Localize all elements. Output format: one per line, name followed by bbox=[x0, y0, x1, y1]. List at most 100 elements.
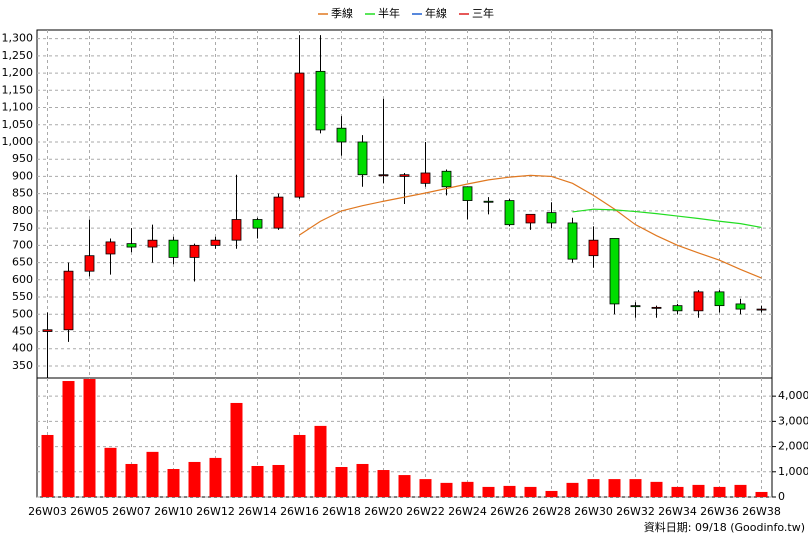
x-tick-label: 26W18 bbox=[322, 505, 361, 518]
y-tick-label: 400 bbox=[12, 342, 33, 355]
volume-bar bbox=[104, 447, 117, 497]
x-tick-label: 26W14 bbox=[238, 505, 277, 518]
volume-bar bbox=[398, 475, 411, 497]
x-tick-label: 26W36 bbox=[700, 505, 739, 518]
volume-bar bbox=[587, 479, 600, 497]
volume-bar bbox=[629, 479, 642, 497]
x-tick-label: 26W12 bbox=[196, 505, 235, 518]
x-tick-label: 26W38 bbox=[742, 505, 781, 518]
x-tick-label: 26W26 bbox=[490, 505, 529, 518]
y-tick-label: 1,050 bbox=[2, 118, 34, 131]
volume-bar bbox=[272, 464, 285, 497]
y-tick-label: 650 bbox=[12, 256, 33, 269]
volume-bar bbox=[293, 434, 306, 497]
candle-body bbox=[126, 243, 137, 248]
candle-body bbox=[189, 244, 200, 258]
volume-bar bbox=[167, 469, 180, 497]
legend-label: 三年 bbox=[472, 6, 494, 20]
candle-body bbox=[336, 127, 347, 143]
x-tick-label: 26W34 bbox=[658, 505, 697, 518]
volume-bar bbox=[335, 466, 348, 497]
candle-body bbox=[378, 174, 389, 177]
candle-body bbox=[357, 141, 368, 176]
candle-body bbox=[441, 170, 452, 188]
ma-line bbox=[572, 208, 762, 229]
y-tick-label: 1,150 bbox=[2, 83, 34, 96]
x-tick-label: 26W28 bbox=[532, 505, 571, 518]
volume-bar bbox=[608, 479, 621, 497]
candle-body bbox=[273, 196, 284, 229]
volume-bar bbox=[482, 486, 495, 497]
y-tick-label: 350 bbox=[12, 359, 33, 372]
candle-body bbox=[462, 186, 473, 201]
volume-bar bbox=[209, 457, 222, 497]
candle-body bbox=[525, 213, 536, 224]
y-tick-label: 1,100 bbox=[2, 101, 34, 114]
y2-tick-label: 0 bbox=[778, 490, 785, 503]
y2-tick-label: 1,000 bbox=[778, 465, 808, 478]
y-tick-label: 450 bbox=[12, 324, 33, 337]
volume-bar bbox=[419, 479, 432, 497]
volume-bar bbox=[188, 461, 201, 497]
candle-body bbox=[735, 303, 746, 310]
candle-body bbox=[105, 241, 116, 255]
volume-bar bbox=[314, 425, 327, 497]
x-tick-label: 26W30 bbox=[574, 505, 613, 518]
volume-bar bbox=[692, 484, 705, 497]
legend-label: 年線 bbox=[425, 6, 447, 20]
y-tick-label: 950 bbox=[12, 152, 33, 165]
candle-body bbox=[483, 200, 494, 203]
candle-body bbox=[630, 305, 641, 308]
candle-body bbox=[756, 308, 767, 311]
y-tick-label: 600 bbox=[12, 273, 33, 286]
y2-tick-label: 3,000 bbox=[778, 414, 808, 427]
volume-bar bbox=[125, 463, 138, 497]
candle-body bbox=[672, 305, 683, 312]
legend-label: 季線 bbox=[331, 6, 353, 20]
volume-bar bbox=[524, 486, 537, 497]
y-tick-label: 1,000 bbox=[2, 135, 34, 148]
x-tick-label: 26W10 bbox=[154, 505, 193, 518]
candle-body bbox=[609, 238, 620, 305]
legend-label: 半年 bbox=[378, 6, 400, 20]
y-tick-label: 1,300 bbox=[2, 32, 34, 45]
candle-body bbox=[420, 172, 431, 184]
candle-body bbox=[252, 219, 263, 229]
candle-body bbox=[63, 270, 74, 331]
x-tick-label: 26W05 bbox=[70, 505, 109, 518]
volume-bar bbox=[83, 379, 96, 497]
candle-body bbox=[294, 72, 305, 198]
x-tick-label: 26W32 bbox=[616, 505, 655, 518]
x-tick-label: 26W20 bbox=[364, 505, 403, 518]
candle-body bbox=[210, 239, 221, 246]
volume-bar bbox=[503, 485, 516, 497]
y-tick-label: 900 bbox=[12, 169, 33, 182]
candle-body bbox=[693, 291, 704, 312]
volume-bar bbox=[755, 491, 768, 497]
volume-bar bbox=[230, 402, 243, 497]
volume-bar bbox=[671, 486, 684, 497]
volume-bar bbox=[356, 463, 369, 497]
source-note: 資料日期: 09/18 (Goodinfo.tw) bbox=[644, 520, 805, 534]
y-tick-label: 1,200 bbox=[2, 66, 34, 79]
candle-body bbox=[168, 239, 179, 258]
candle-body bbox=[546, 212, 557, 224]
candle-body bbox=[147, 239, 158, 248]
y2-tick-label: 4,000 bbox=[778, 389, 808, 402]
volume-bar bbox=[650, 481, 663, 497]
volume-bar bbox=[62, 381, 75, 497]
y-tick-label: 850 bbox=[12, 187, 33, 200]
volume-bar bbox=[566, 482, 579, 497]
candle-body bbox=[714, 291, 725, 307]
volume-bar bbox=[377, 470, 390, 497]
candle-body bbox=[567, 222, 578, 260]
x-tick-label: 26W16 bbox=[280, 505, 319, 518]
x-tick-label: 26W22 bbox=[406, 505, 445, 518]
candle-body bbox=[399, 174, 410, 177]
candle-body bbox=[588, 239, 599, 257]
candle-body bbox=[42, 329, 53, 332]
y-tick-label: 500 bbox=[12, 307, 33, 320]
y-tick-label: 1,250 bbox=[2, 49, 34, 62]
y-tick-label: 700 bbox=[12, 238, 33, 251]
